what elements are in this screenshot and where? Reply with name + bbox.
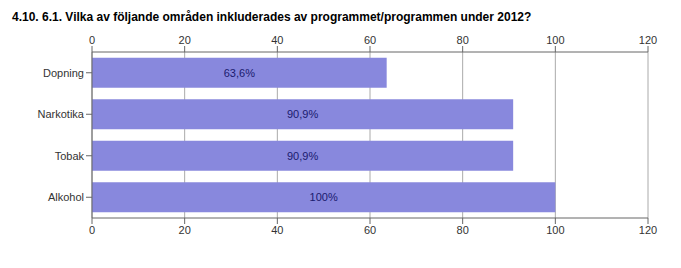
svg-text:Tobak: Tobak [55,150,85,162]
svg-text:63,6%: 63,6% [224,67,255,79]
svg-text:60: 60 [364,34,376,46]
svg-text:Narkotika: Narkotika [38,108,85,120]
svg-text:120: 120 [639,224,657,236]
svg-text:100: 100 [546,34,564,46]
svg-text:90,9%: 90,9% [287,108,318,120]
svg-text:Alkohol: Alkohol [48,191,84,203]
svg-text:100%: 100% [310,191,338,203]
svg-text:20: 20 [179,224,191,236]
svg-text:0: 0 [89,34,95,46]
svg-text:80: 80 [457,34,469,46]
svg-text:40: 40 [271,34,283,46]
svg-text:40: 40 [271,224,283,236]
svg-text:90,9%: 90,9% [287,150,318,162]
svg-text:Dopning: Dopning [43,67,84,79]
svg-text:60: 60 [364,224,376,236]
svg-text:100: 100 [546,224,564,236]
html-text:4.10. 6.1. Vilka av följande o: 4.10. 6.1. Vilka av följande områden ink… [12,10,532,24]
svg-text:20: 20 [179,34,191,46]
svg-text:120: 120 [639,34,657,46]
svg-text:0: 0 [89,224,95,236]
svg-text:80: 80 [457,224,469,236]
